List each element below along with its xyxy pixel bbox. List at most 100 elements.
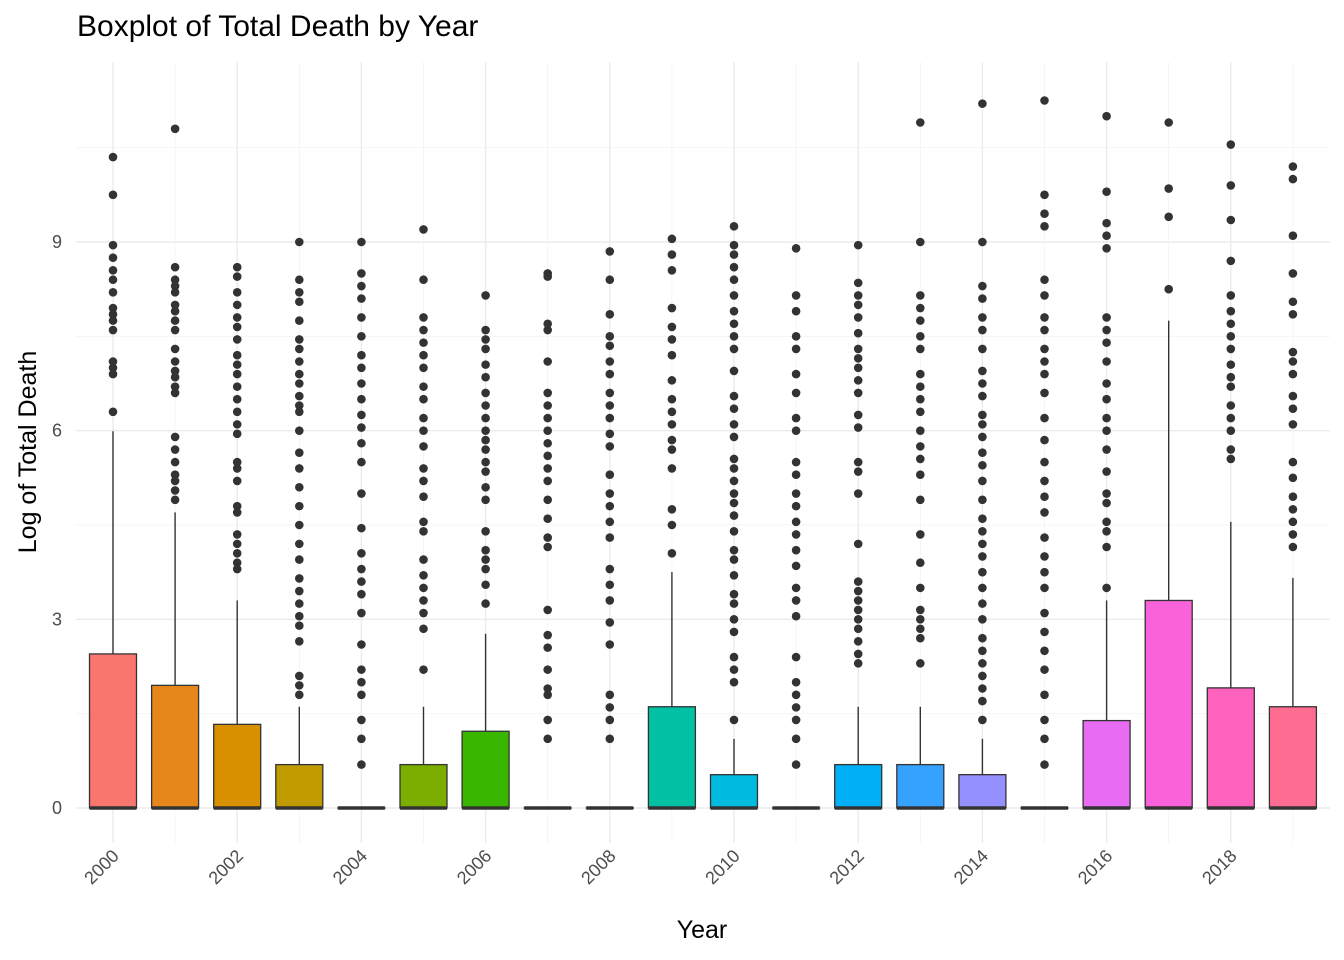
outlier-point — [419, 492, 428, 502]
outlier-point — [667, 350, 677, 360]
outlier-point — [667, 335, 677, 344]
outlier-point — [170, 457, 180, 467]
outlier-point — [853, 300, 863, 310]
outlier-point — [729, 464, 739, 473]
outlier-point — [1288, 504, 1298, 514]
outlier-point — [1102, 231, 1111, 241]
outlier-point — [1164, 212, 1173, 222]
outlier-point — [170, 432, 180, 442]
outlier-point — [791, 489, 801, 498]
outlier-point — [729, 391, 739, 401]
outlier-point — [481, 388, 490, 398]
outlier-point — [232, 407, 242, 417]
outlier-point — [543, 272, 552, 281]
outlier-point — [232, 313, 242, 322]
outlier-point — [543, 426, 552, 435]
outlier-point — [481, 526, 490, 536]
outlier-point — [916, 454, 925, 464]
outlier-point — [481, 344, 490, 354]
outlier-point — [729, 332, 739, 341]
outlier-point — [419, 571, 428, 580]
outlier-point — [729, 366, 739, 376]
outlier-point — [978, 448, 987, 457]
outlier-point — [481, 426, 490, 435]
outlier-point — [357, 394, 366, 404]
outlier-point — [853, 649, 863, 659]
outlier-point — [667, 504, 677, 514]
outlier-point — [853, 354, 863, 363]
outlier-point — [1226, 382, 1236, 391]
outlier-point — [916, 530, 925, 539]
outlier-point — [1288, 517, 1298, 527]
x-axis-ticks: 2000 2002 2004 2006 2008 2010 2012 2014 2016 2018 — [80, 846, 1240, 888]
outlier-point — [481, 372, 490, 382]
outlier-point — [729, 262, 739, 272]
outlier-point — [543, 476, 552, 486]
outlier-point — [419, 426, 428, 435]
box-2018 — [1206, 140, 1255, 810]
outlier-point — [1040, 492, 1049, 502]
outlier-point — [978, 366, 987, 376]
outlier-point — [481, 335, 490, 344]
outlier-point — [1226, 306, 1236, 316]
outlier-point — [916, 633, 925, 643]
outlier-point — [170, 124, 180, 134]
outlier-point — [232, 369, 242, 379]
outlier-point — [170, 495, 180, 505]
outlier-point — [729, 715, 739, 725]
box-2016 — [1082, 111, 1131, 810]
outlier-point — [1040, 190, 1049, 200]
outlier-point — [232, 394, 242, 404]
outlier-point — [170, 366, 180, 376]
outlier-point — [916, 332, 925, 341]
outlier-point — [1040, 690, 1049, 700]
outlier-point — [357, 379, 366, 388]
outlier-point — [978, 539, 987, 549]
outlier-point — [853, 539, 863, 549]
outlier-point — [916, 118, 925, 127]
outlier-point — [419, 313, 428, 322]
outlier-point — [729, 627, 739, 637]
outlier-point — [357, 457, 366, 467]
outlier-point — [170, 372, 180, 382]
outlier-point — [1040, 476, 1049, 486]
outlier-point — [357, 281, 366, 291]
outlier-point — [729, 476, 739, 486]
outlier-point — [295, 391, 304, 401]
outlier-point — [1040, 627, 1049, 637]
x-tick-label: 2004 — [329, 846, 371, 888]
outlier-point — [295, 369, 304, 379]
outlier-point — [295, 599, 304, 608]
outlier-point — [295, 555, 304, 564]
outlier-point — [853, 457, 863, 467]
outlier-point — [667, 407, 677, 417]
outlier-point — [1102, 583, 1111, 593]
outlier-point — [1102, 218, 1111, 228]
box-2012 — [834, 240, 883, 810]
outlier-point — [1288, 231, 1298, 241]
outlier-point — [1102, 357, 1111, 366]
outlier-point — [916, 382, 925, 391]
outlier-point — [108, 240, 118, 250]
box-body — [1268, 706, 1318, 809]
outlier-point — [295, 288, 304, 297]
outlier-point — [791, 583, 801, 593]
outlier-point — [729, 589, 739, 599]
outlier-point — [1226, 291, 1236, 300]
outlier-point — [232, 564, 242, 574]
outlier-point — [232, 288, 242, 297]
outlier-point — [853, 659, 863, 668]
outlier-point — [1102, 379, 1111, 388]
outlier-point — [295, 621, 304, 630]
outlier-point — [1040, 715, 1049, 725]
outlier-point — [916, 303, 925, 313]
outlier-point — [170, 316, 180, 325]
box-2011 — [771, 243, 821, 810]
outlier-point — [667, 520, 677, 530]
outlier-point — [916, 394, 925, 404]
outlier-point — [170, 357, 180, 366]
outlier-point — [1040, 369, 1049, 379]
outlier-point — [667, 250, 677, 259]
outlier-point — [978, 684, 987, 693]
outlier-point — [419, 464, 428, 473]
